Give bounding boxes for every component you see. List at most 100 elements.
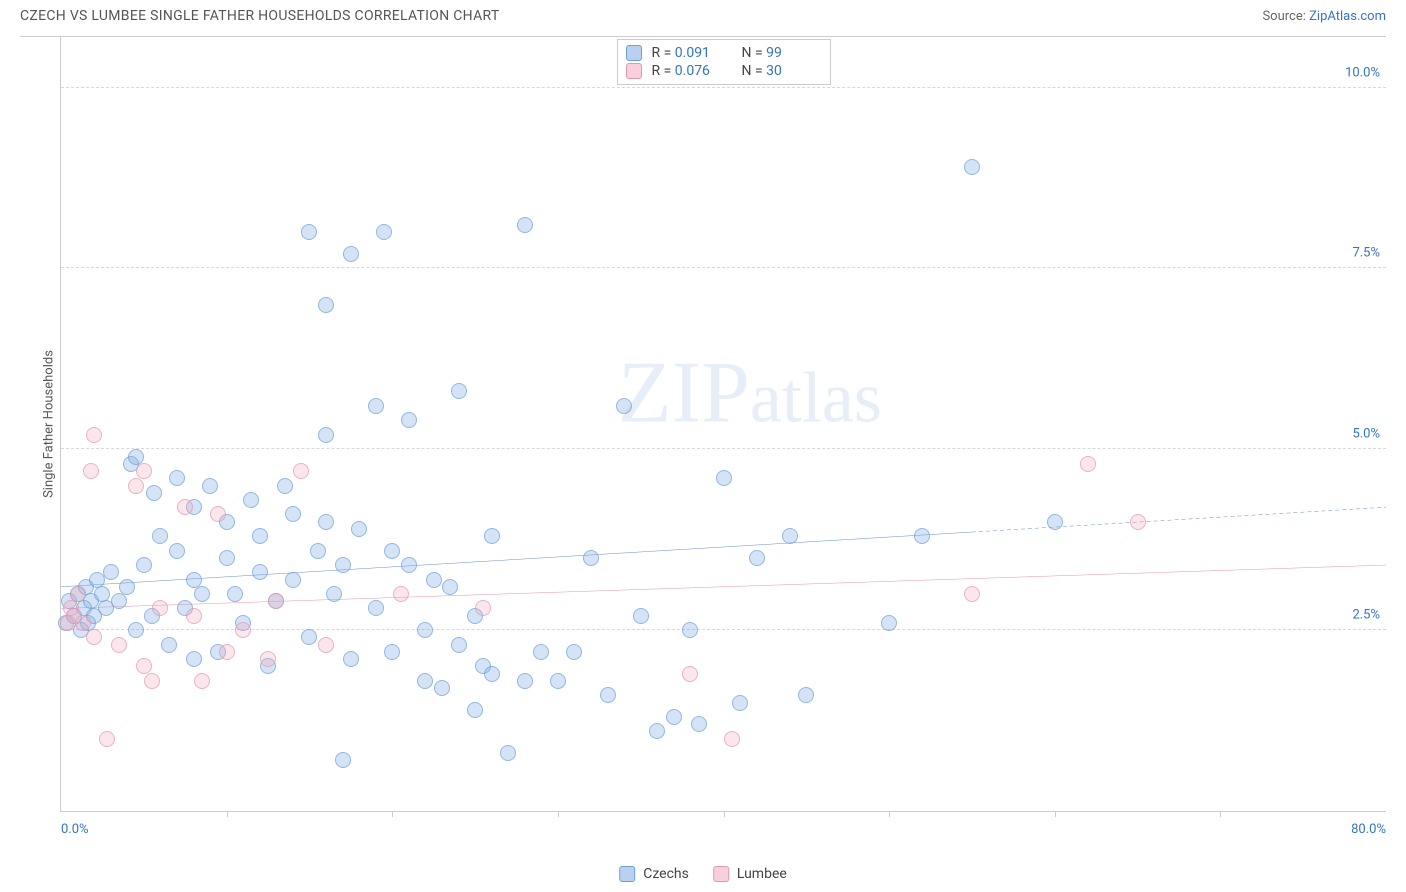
legend-n-label: N = (742, 45, 767, 61)
scatter-marker (500, 745, 516, 761)
scatter-marker (111, 593, 127, 609)
scatter-marker (434, 680, 450, 696)
chart-container: Single Father Households ZIPatlas R = 0.… (20, 36, 1386, 842)
scatter-marker (343, 246, 359, 262)
trend-line (972, 507, 1386, 532)
scatter-marker (285, 572, 301, 588)
scatter-marker (335, 752, 351, 768)
scatter-marker (583, 550, 599, 566)
scatter-marker (533, 644, 549, 660)
x-tick (392, 811, 393, 817)
stats-legend-row: R = 0.076N = 30 (626, 62, 822, 80)
scatter-marker (136, 463, 152, 479)
scatter-marker (210, 506, 226, 522)
scatter-marker (119, 579, 135, 595)
legend-swatch (626, 63, 642, 79)
scatter-marker (186, 651, 202, 667)
stats-legend-row: R = 0.091 N = 99 (626, 44, 822, 62)
scatter-marker (235, 622, 251, 638)
gridline-h (61, 448, 1386, 449)
legend-n-value: 99 (766, 45, 782, 61)
legend-r-label: R = (652, 45, 675, 61)
scatter-marker (732, 695, 748, 711)
legend-r-value: 0.091 (675, 45, 710, 61)
scatter-marker (268, 593, 284, 609)
scatter-marker (401, 412, 417, 428)
scatter-marker (301, 224, 317, 240)
scatter-marker (426, 572, 442, 588)
series-legend: CzechsLumbee (619, 866, 787, 882)
scatter-marker (146, 485, 162, 501)
scatter-marker (152, 528, 168, 544)
scatter-marker (169, 543, 185, 559)
scatter-marker (451, 637, 467, 653)
stats-legend: R = 0.091 N = 99R = 0.076N = 30 (617, 39, 831, 85)
scatter-marker (1047, 514, 1063, 530)
scatter-marker (724, 731, 740, 747)
scatter-marker (682, 622, 698, 638)
series-name: Czechs (643, 866, 689, 882)
scatter-marker (517, 673, 533, 689)
legend-r-value: 0.076 (675, 63, 710, 79)
scatter-marker (318, 514, 334, 530)
scatter-marker (285, 506, 301, 522)
x-tick (1055, 811, 1056, 817)
scatter-marker (152, 600, 168, 616)
scatter-marker (293, 463, 309, 479)
scatter-marker (550, 673, 566, 689)
scatter-marker (252, 564, 268, 580)
scatter-marker (144, 673, 160, 689)
scatter-marker (128, 622, 144, 638)
watermark: ZIPatlas (618, 343, 882, 444)
scatter-marker (417, 622, 433, 638)
scatter-marker (401, 557, 417, 573)
x-tick-label: 0.0% (61, 822, 89, 837)
scatter-marker (484, 666, 500, 682)
x-tick (227, 811, 228, 817)
scatter-marker (86, 629, 102, 645)
scatter-marker (219, 550, 235, 566)
scatter-marker (964, 586, 980, 602)
scatter-marker (318, 637, 334, 653)
legend-swatch (713, 866, 729, 882)
scatter-marker (368, 398, 384, 414)
scatter-marker (1080, 456, 1096, 472)
scatter-marker (136, 557, 152, 573)
series-legend-item: Czechs (619, 866, 689, 882)
scatter-marker (169, 470, 185, 486)
source-link[interactable]: ZipAtlas.com (1309, 9, 1386, 24)
scatter-marker (666, 709, 682, 725)
scatter-marker (260, 651, 276, 667)
scatter-marker (318, 427, 334, 443)
scatter-marker (301, 629, 317, 645)
scatter-marker (227, 586, 243, 602)
scatter-marker (219, 644, 235, 660)
scatter-marker (99, 731, 115, 747)
scatter-marker (161, 637, 177, 653)
scatter-marker (467, 702, 483, 718)
x-tick (558, 811, 559, 817)
y-axis-label: Single Father Households (42, 350, 57, 498)
scatter-marker (94, 586, 110, 602)
y-tick-label: 5.0% (1352, 427, 1380, 442)
x-tick (889, 811, 890, 817)
gridline-h (61, 267, 1386, 268)
scatter-marker (75, 615, 91, 631)
scatter-marker (194, 673, 210, 689)
scatter-marker (633, 608, 649, 624)
scatter-marker (749, 550, 765, 566)
x-tick (1220, 811, 1221, 817)
scatter-marker (782, 528, 798, 544)
gridline-h (61, 629, 1386, 630)
scatter-marker (475, 600, 491, 616)
scatter-marker (716, 470, 732, 486)
legend-n-value: 30 (766, 63, 782, 79)
scatter-marker (368, 600, 384, 616)
scatter-marker (442, 579, 458, 595)
scatter-marker (682, 666, 698, 682)
x-tick (724, 811, 725, 817)
scatter-marker (351, 521, 367, 537)
scatter-marker (566, 644, 582, 660)
chart-title: CZECH VS LUMBEE SINGLE FATHER HOUSEHOLDS… (20, 8, 500, 24)
scatter-marker (798, 687, 814, 703)
